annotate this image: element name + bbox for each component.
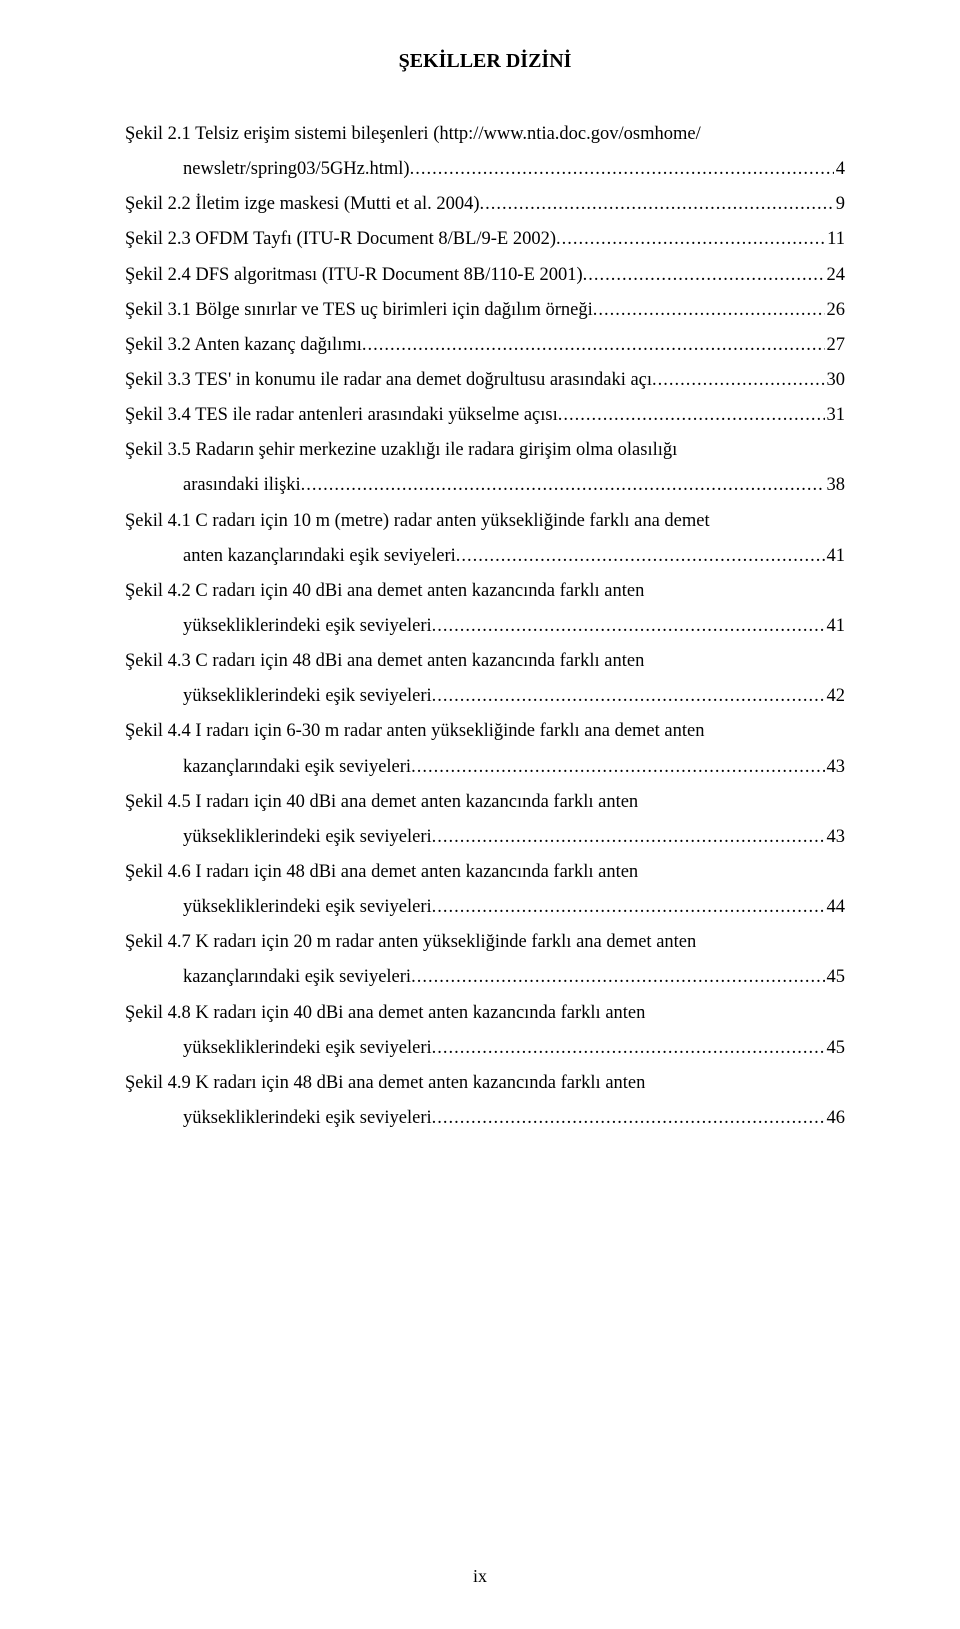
entry-text: yüksekliklerindeki eşik seviyeleri: [125, 1031, 432, 1066]
entry-page-number: 42: [825, 679, 846, 714]
entry-text: Şekil 3.2 Anten kazanç dağılımı: [125, 328, 362, 363]
entry-page-number: 27: [825, 328, 846, 363]
leader-dots: [301, 468, 825, 503]
figure-entry: Şekil 2.4 DFS algoritması (ITU-R Documen…: [125, 258, 845, 293]
entry-page-number: 9: [834, 187, 845, 222]
figure-entry: Şekil 2.2 İletim izge maskesi (Mutti et …: [125, 187, 845, 222]
entry-page-number: 45: [825, 1031, 846, 1066]
entry-text: yüksekliklerindeki eşik seviyeleri: [125, 609, 432, 644]
figure-entry: Şekil 3.1 Bölge sınırlar ve TES uç birim…: [125, 293, 845, 328]
entry-page-number: 43: [825, 820, 846, 855]
leader-dots: [410, 152, 834, 187]
leader-dots: [362, 328, 825, 363]
figure-entry: Şekil 4.7 K radarı için 20 m radar anten…: [125, 925, 845, 995]
leader-dots: [432, 609, 825, 644]
entry-text: Şekil 3.5 Radarın şehir merkezine uzaklı…: [125, 433, 677, 468]
figure-entry: Şekil 3.5 Radarın şehir merkezine uzaklı…: [125, 433, 845, 503]
entry-text: Şekil 4.2 C radarı için 40 dBi ana demet…: [125, 574, 644, 609]
leader-dots: [593, 293, 825, 328]
figure-entry: Şekil 4.2 C radarı için 40 dBi ana demet…: [125, 574, 845, 644]
entry-text: yüksekliklerindeki eşik seviyeleri: [125, 679, 432, 714]
entry-text: Şekil 4.1 C radarı için 10 m (metre) rad…: [125, 504, 710, 539]
figure-entry: Şekil 2.3 OFDM Tayfı (ITU-R Document 8/B…: [125, 222, 845, 257]
entry-text: kazançlarındaki eşik seviyeleri: [125, 960, 411, 995]
entry-text: arasındaki ilişki: [125, 468, 301, 503]
entry-page-number: 44: [825, 890, 846, 925]
entry-page-number: 31: [825, 398, 846, 433]
entry-text: kazançlarındaki eşik seviyeleri: [125, 750, 411, 785]
entry-text: Şekil 4.6 I radarı için 48 dBi ana demet…: [125, 855, 638, 890]
entry-text: yüksekliklerindeki eşik seviyeleri: [125, 890, 432, 925]
figure-entry: Şekil 2.1 Telsiz erişim sistemi bileşenl…: [125, 117, 845, 187]
figure-entry: Şekil 4.6 I radarı için 48 dBi ana demet…: [125, 855, 845, 925]
entry-text: Şekil 2.3 OFDM Tayfı (ITU-R Document 8/B…: [125, 222, 556, 257]
entry-page-number: 26: [825, 293, 846, 328]
leader-dots: [556, 222, 825, 257]
entry-text: yüksekliklerindeki eşik seviyeleri: [125, 1101, 432, 1136]
entry-page-number: 41: [825, 539, 846, 574]
figure-entry: Şekil 3.3 TES' in konumu ile radar ana d…: [125, 363, 845, 398]
entry-text: Şekil 2.2 İletim izge maskesi (Mutti et …: [125, 187, 480, 222]
figure-entry: Şekil 3.4 TES ile radar antenleri arasın…: [125, 398, 845, 433]
leader-dots: [411, 750, 824, 785]
entry-text: Şekil 4.4 I radarı için 6-30 m radar ant…: [125, 714, 704, 749]
entry-text: newsletr/spring03/5GHz.html): [125, 152, 410, 187]
figure-entry: Şekil 4.8 K radarı için 40 dBi ana demet…: [125, 996, 845, 1066]
figure-entry: Şekil 4.5 I radarı için 40 dBi ana demet…: [125, 785, 845, 855]
figure-entry: Şekil 4.1 C radarı için 10 m (metre) rad…: [125, 504, 845, 574]
leader-dots: [411, 960, 824, 995]
leader-dots: [583, 258, 825, 293]
entry-text: yüksekliklerindeki eşik seviyeleri: [125, 820, 432, 855]
figure-entry: Şekil 3.2 Anten kazanç dağılımı 27: [125, 328, 845, 363]
page-title: ŞEKİLLER DİZİNİ: [125, 50, 845, 73]
leader-dots: [456, 539, 825, 574]
leader-dots: [480, 187, 834, 222]
entry-text: Şekil 3.3 TES' in konumu ile radar ana d…: [125, 363, 652, 398]
entry-text: Şekil 4.5 I radarı için 40 dBi ana demet…: [125, 785, 638, 820]
entry-text: Şekil 2.4 DFS algoritması (ITU-R Documen…: [125, 258, 583, 293]
entry-page-number: 45: [825, 960, 846, 995]
leader-dots: [432, 890, 825, 925]
leader-dots: [432, 820, 825, 855]
page: ŞEKİLLER DİZİNİ Şekil 2.1 Telsiz erişim …: [0, 0, 960, 1629]
leader-dots: [432, 1031, 825, 1066]
entry-page-number: 43: [825, 750, 846, 785]
figure-list: Şekil 2.1 Telsiz erişim sistemi bileşenl…: [125, 117, 845, 1136]
leader-dots: [558, 398, 825, 433]
leader-dots: [652, 363, 824, 398]
figure-entry: Şekil 4.9 K radarı için 48 dBi ana demet…: [125, 1066, 845, 1136]
entry-text: anten kazançlarındaki eşik seviyeleri: [125, 539, 456, 574]
leader-dots: [432, 1101, 825, 1136]
entry-page-number: 11: [825, 222, 845, 257]
entry-page-number: 30: [825, 363, 846, 398]
entry-text: Şekil 4.9 K radarı için 48 dBi ana demet…: [125, 1066, 645, 1101]
entry-page-number: 24: [825, 258, 846, 293]
entry-text: Şekil 4.3 C radarı için 48 dBi ana demet…: [125, 644, 644, 679]
entry-page-number: 38: [825, 468, 846, 503]
entry-text: Şekil 3.1 Bölge sınırlar ve TES uç birim…: [125, 293, 593, 328]
figure-entry: Şekil 4.3 C radarı için 48 dBi ana demet…: [125, 644, 845, 714]
entry-text: Şekil 2.1 Telsiz erişim sistemi bileşenl…: [125, 117, 701, 152]
entry-text: Şekil 3.4 TES ile radar antenleri arasın…: [125, 398, 558, 433]
entry-page-number: 41: [825, 609, 846, 644]
leader-dots: [432, 679, 825, 714]
entry-text: Şekil 4.7 K radarı için 20 m radar anten…: [125, 925, 696, 960]
entry-page-number: 4: [834, 152, 845, 187]
entry-page-number: 46: [825, 1101, 846, 1136]
figure-entry: Şekil 4.4 I radarı için 6-30 m radar ant…: [125, 714, 845, 784]
entry-text: Şekil 4.8 K radarı için 40 dBi ana demet…: [125, 996, 645, 1031]
page-number-footer: ix: [0, 1566, 960, 1587]
